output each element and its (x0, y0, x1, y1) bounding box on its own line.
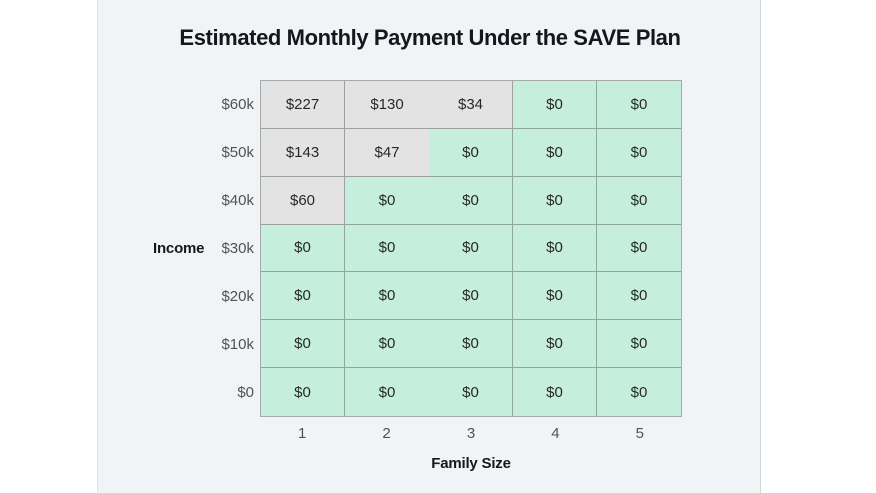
y-tick-label: $20k (221, 288, 254, 306)
y-tick-label: $10k (221, 336, 254, 354)
heatmap-cell: $0 (429, 368, 513, 416)
x-axis-tick-labels: 1 2 3 4 5 (260, 421, 682, 445)
y-tick-label: $0 (237, 384, 254, 402)
heatmap-cell: $0 (261, 368, 345, 416)
heatmap-cell: $0 (429, 272, 513, 321)
heatmap-cell: $34 (429, 81, 513, 129)
x-tick-label: 3 (466, 424, 476, 442)
x-tick-label: 5 (635, 424, 644, 442)
heatmap-cell: $0 (597, 81, 681, 129)
y-tick-label: $50k (221, 143, 254, 161)
heatmap-cell: $0 (513, 320, 597, 369)
heatmap-grid: $227 $130 $34 $0 $0 $143 $47 $0 $0 $0 $60 $0 $0 $0 $0 $… (260, 80, 682, 417)
y-tick-label: $30k (221, 239, 254, 257)
y-tick-label: $60k (221, 95, 254, 113)
chart-card: Estimated Monthly Payment Under the SAVE… (97, 0, 761, 493)
heatmap-cell: $0 (513, 272, 597, 321)
x-tick-label: 1 (298, 424, 307, 442)
heatmap-cell: $0 (345, 272, 429, 321)
y-tick-label: $40k (221, 191, 254, 209)
heatmap-cell: $0 (597, 176, 681, 225)
heatmap-cell: $0 (513, 128, 597, 177)
y-axis-tick-labels: $60k $50k $40k $30k $20k $10k $0 (98, 80, 254, 417)
heatmap-cell: $0 (429, 128, 513, 177)
y-axis-title: Income (153, 240, 205, 257)
heatmap-cell: $143 (261, 128, 345, 177)
heatmap-cell: $0 (513, 368, 597, 416)
heatmap-cell: $0 (429, 320, 513, 369)
heatmap-cell: $0 (345, 320, 429, 369)
heatmap-cell: $0 (597, 272, 681, 321)
heatmap-cell: $0 (597, 368, 681, 416)
x-axis-title: Family Size (431, 455, 511, 472)
heatmap-cell: $0 (345, 224, 429, 273)
heatmap-cell: $0 (429, 224, 513, 273)
heatmap-cell: $130 (345, 81, 429, 129)
heatmap-cell: $0 (261, 272, 345, 321)
heatmap-cell: $0 (513, 81, 597, 129)
heatmap-cell: $60 (261, 176, 345, 225)
heatmap-cell: $0 (261, 320, 345, 369)
heatmap-cell: $0 (513, 176, 597, 225)
heatmap-cell: $0 (597, 320, 681, 369)
heatmap-cell: $47 (345, 128, 429, 177)
heatmap-cell: $0 (597, 128, 681, 177)
x-tick-label: 2 (382, 424, 391, 442)
heatmap-cell: $0 (513, 224, 597, 273)
x-tick-label: 4 (551, 424, 560, 442)
heatmap-cell: $227 (261, 81, 345, 129)
chart-title: Estimated Monthly Payment Under the SAVE… (179, 25, 681, 50)
heatmap-cell: $0 (345, 176, 429, 225)
heatmap-cell: $0 (597, 224, 681, 273)
heatmap-cell: $0 (261, 224, 345, 273)
heatmap-cell: $0 (429, 176, 513, 225)
heatmap-cell: $0 (345, 368, 429, 416)
